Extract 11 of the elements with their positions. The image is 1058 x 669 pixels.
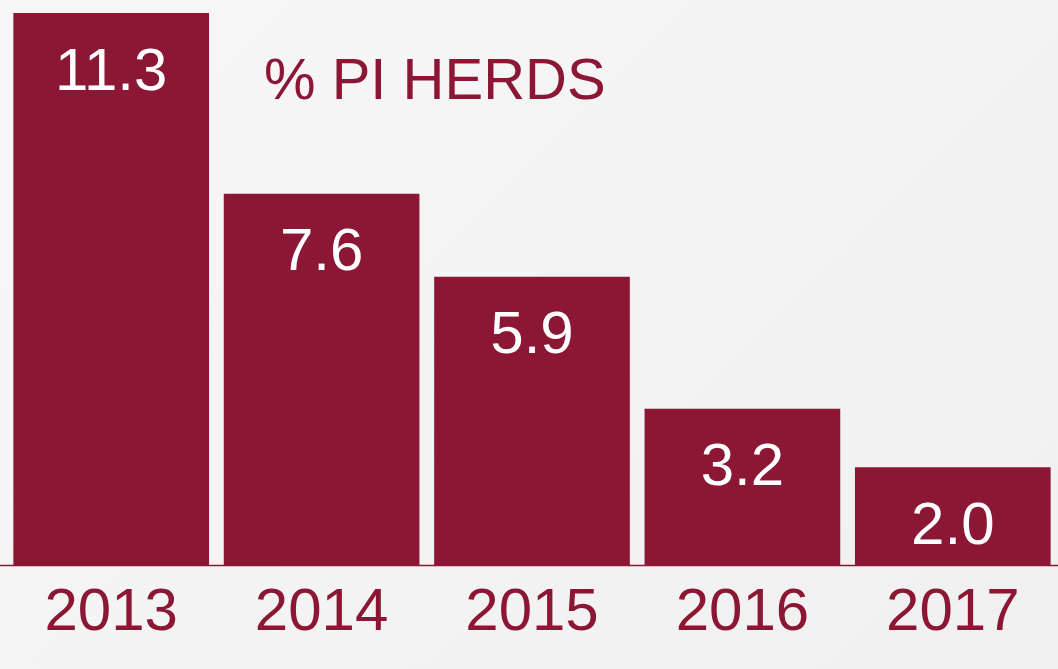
text: % PI HERDS: [264, 46, 606, 111]
x-tick-label: 2014: [254, 575, 389, 643]
data-label: 5.9: [490, 299, 574, 367]
x-tick-label: 2016: [675, 575, 810, 643]
data-label: 2.0: [911, 489, 995, 557]
data-label: 11.3: [55, 35, 168, 103]
data-label: 7.6: [279, 216, 364, 284]
x-tick-label: 2013: [44, 575, 178, 643]
data-label: 3.2: [700, 431, 785, 499]
x-tick-label: 2015: [465, 575, 599, 643]
x-tick-label: 2017: [886, 575, 1020, 643]
